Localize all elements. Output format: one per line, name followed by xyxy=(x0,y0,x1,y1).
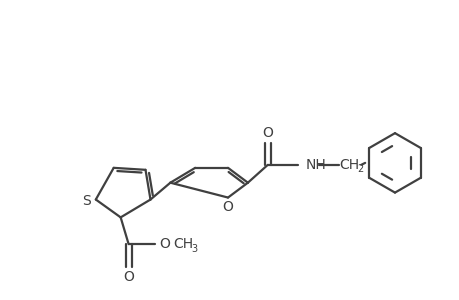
Text: S: S xyxy=(82,194,91,208)
Text: O: O xyxy=(159,237,170,251)
Text: O: O xyxy=(222,200,233,214)
Text: 3: 3 xyxy=(191,244,197,254)
Text: 2: 2 xyxy=(357,164,363,174)
Text: CH: CH xyxy=(339,158,358,172)
Text: CH: CH xyxy=(173,237,193,251)
Text: NH: NH xyxy=(305,158,325,172)
Text: O: O xyxy=(123,270,134,284)
Text: O: O xyxy=(262,126,273,140)
